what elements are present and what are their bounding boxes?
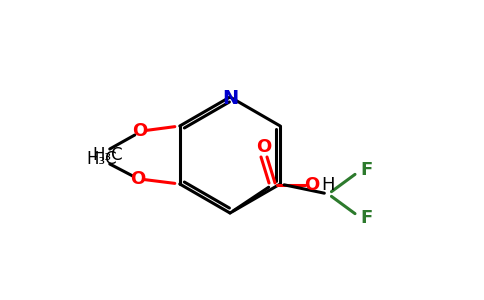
Text: O: O (130, 170, 145, 188)
Text: H₃C: H₃C (92, 146, 123, 164)
Text: H: H (321, 176, 335, 194)
Text: H₃C: H₃C (87, 150, 117, 168)
Text: O: O (257, 138, 272, 156)
Text: F: F (360, 161, 372, 179)
Text: F: F (360, 209, 372, 227)
Text: N: N (222, 89, 238, 109)
Text: O: O (304, 176, 319, 194)
Text: O: O (132, 122, 148, 140)
